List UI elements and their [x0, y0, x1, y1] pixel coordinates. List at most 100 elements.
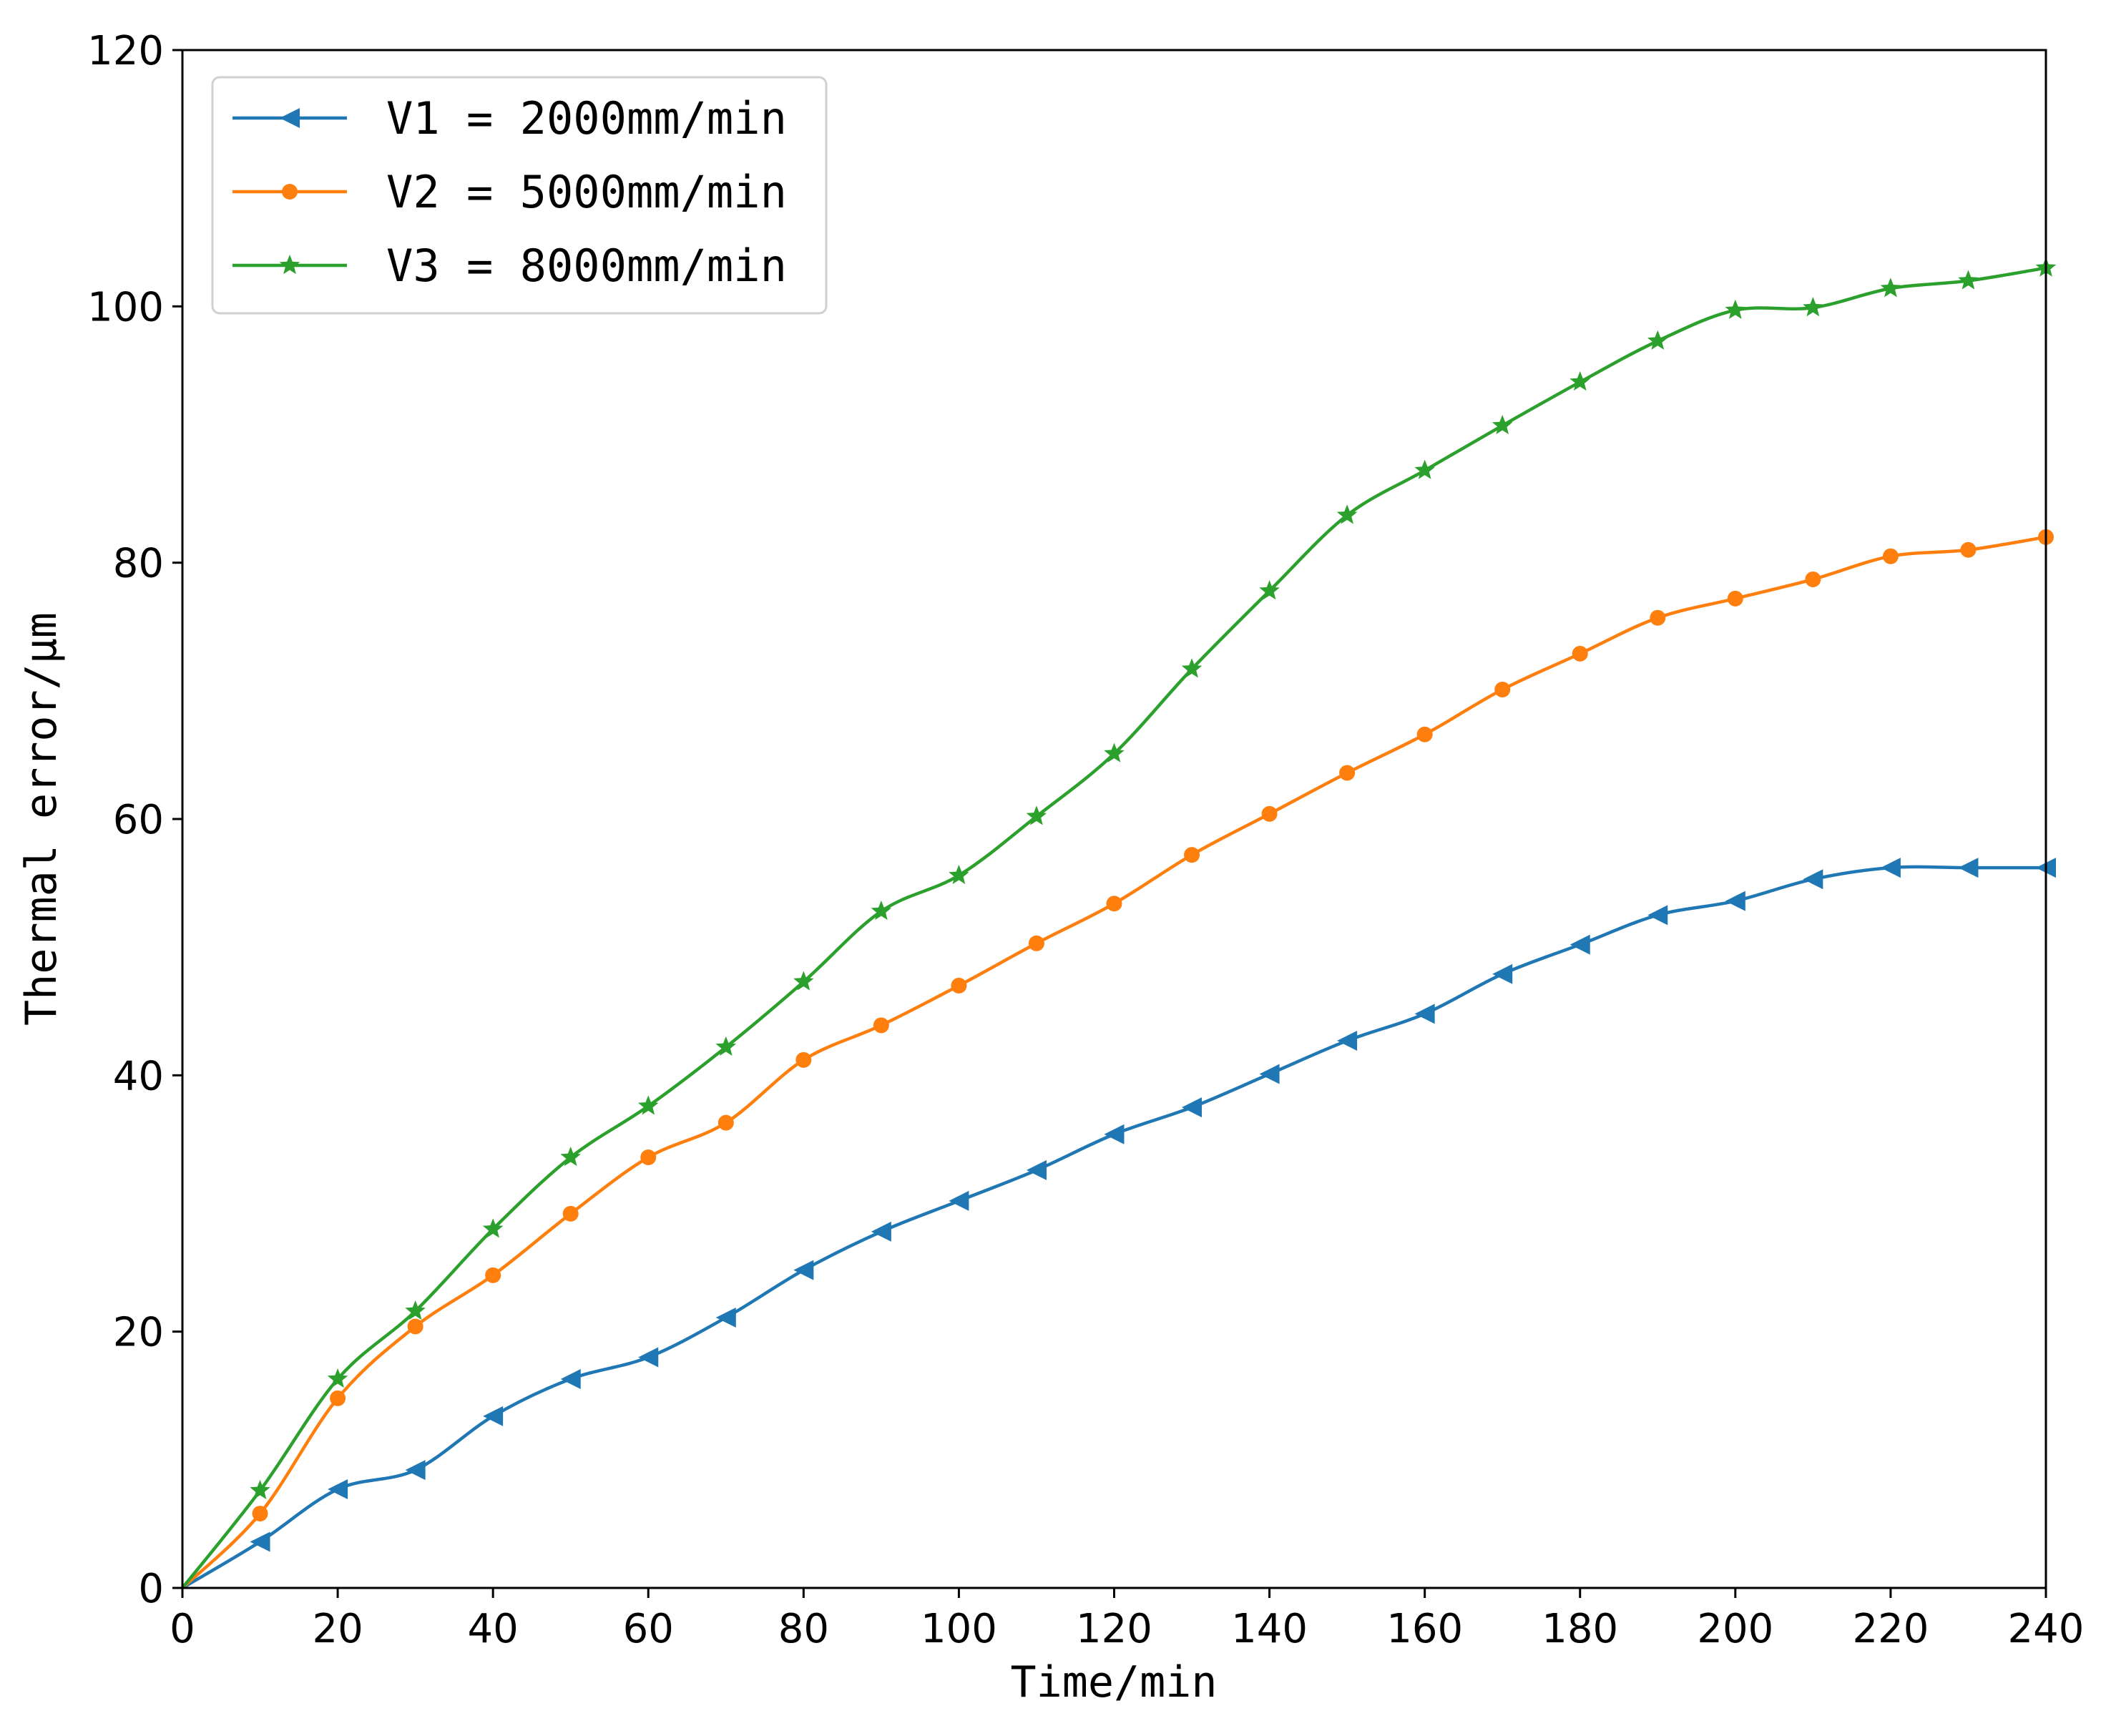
data-point-v3: [1803, 297, 1823, 317]
x-tick-label: 120: [1076, 1606, 1152, 1652]
legend-entry-v3: V3 = 8000mm/min: [232, 240, 787, 292]
data-point-v3: [1414, 459, 1435, 479]
legend-entry-v2: V2 = 5000mm/min: [232, 166, 787, 218]
x-axis-title: Time/min: [1011, 1657, 1218, 1707]
legend-label: V1 = 2000mm/min: [386, 92, 787, 144]
x-tick-label: 0: [170, 1606, 195, 1652]
legend: V1 = 2000mm/min V2 = 5000mm/min V3 = 8000m…: [211, 76, 828, 315]
data-point-v1: [871, 1221, 891, 1242]
x-tick-label: 20: [312, 1606, 363, 1652]
legend-label: V3 = 8000mm/min: [386, 240, 787, 292]
data-point-v1: [1647, 905, 1668, 926]
data-point-v1: [483, 1406, 504, 1426]
series-line-v2: [180, 535, 2048, 1590]
data-point-v3: [1181, 658, 1203, 678]
data-point-v3: [1569, 371, 1591, 391]
data-point-v3: [715, 1036, 737, 1056]
x-axis: 0 20 40 60 80 100 120 140 160 180 200 220 240: [170, 1588, 2084, 1652]
data-point-v2: [1960, 541, 1977, 558]
data-point-v2: [1261, 805, 1278, 822]
data-point-v1: [715, 1307, 736, 1328]
legend-marker: [282, 184, 298, 200]
x-tick-label: 40: [468, 1606, 519, 1652]
series-v1: [180, 858, 2056, 1590]
data-point-v3: [949, 864, 969, 884]
data-point-v1: [1569, 934, 1590, 955]
y-tick-label: 0: [138, 1566, 164, 1612]
data-point-v3: [250, 1479, 270, 1499]
data-point-v3: [1336, 504, 1358, 524]
legend-entry-v1: V1 = 2000mm/min: [232, 92, 787, 144]
y-tick-label: 20: [113, 1310, 164, 1356]
data-point-v3: [871, 901, 892, 921]
data-point-v2: [717, 1114, 734, 1131]
data-point-v3: [405, 1300, 426, 1320]
x-tick-label: 160: [1386, 1606, 1463, 1652]
data-point-v2: [1805, 571, 1821, 587]
data-point-v1: [1958, 858, 1979, 878]
data-point-v2: [1339, 765, 1356, 781]
legend-marker: [279, 255, 300, 275]
legend-label: V2 = 5000mm/min: [386, 166, 787, 218]
data-point-v3: [1725, 299, 1746, 319]
data-point-v3: [1958, 270, 1979, 290]
data-point-v2: [1184, 847, 1200, 863]
data-point-v2: [1028, 935, 1044, 951]
data-point-v1: [1492, 963, 1513, 984]
data-point-v1: [250, 1531, 270, 1552]
data-point-v2: [330, 1390, 346, 1406]
data-point-v2: [795, 1051, 812, 1068]
y-tick-label: 80: [113, 541, 164, 587]
data-point-v2: [1416, 726, 1433, 742]
data-point-v1: [1880, 858, 1901, 878]
legend-marker: [280, 108, 300, 128]
data-point-v1: [1414, 1004, 1435, 1024]
data-point-v3: [1880, 278, 1901, 298]
data-point-v3: [1647, 330, 1668, 350]
data-point-v1: [1803, 869, 1823, 890]
data-point-v2: [562, 1205, 579, 1222]
data-point-v2: [407, 1318, 423, 1335]
data-point-v3: [793, 971, 814, 991]
x-tick-label: 140: [1231, 1606, 1308, 1652]
series-v2: [180, 529, 2054, 1590]
data-point-v1: [793, 1260, 814, 1280]
data-point-v2: [873, 1017, 889, 1034]
x-tick-label: 100: [921, 1606, 997, 1652]
y-axis-title: Thermal error/μm: [16, 612, 67, 1026]
data-point-v2: [1572, 645, 1588, 662]
data-point-v1: [1026, 1159, 1047, 1180]
x-tick-label: 220: [1852, 1606, 1929, 1652]
data-point-v2: [1650, 609, 1666, 626]
data-point-v2: [951, 977, 967, 994]
data-point-v1: [949, 1190, 969, 1211]
series-layer: [180, 257, 2057, 1590]
y-tick-label: 120: [87, 28, 164, 74]
y-tick-label: 100: [87, 284, 164, 330]
x-tick-label: 200: [1697, 1606, 1773, 1652]
data-point-v2: [1106, 896, 1122, 912]
data-point-v1: [1337, 1030, 1358, 1051]
x-tick-label: 60: [623, 1606, 674, 1652]
x-tick-label: 240: [2008, 1606, 2085, 1652]
y-tick-label: 60: [113, 797, 164, 843]
data-point-v3: [560, 1147, 581, 1167]
x-tick-label: 80: [778, 1606, 829, 1652]
data-point-v1: [638, 1347, 659, 1368]
x-tick-label: 180: [1542, 1606, 1618, 1652]
data-point-v3: [1026, 805, 1047, 825]
data-point-v1: [1259, 1064, 1280, 1084]
data-point-v1: [1104, 1124, 1125, 1144]
y-tick-label: 40: [113, 1053, 164, 1099]
data-point-v2: [1882, 548, 1899, 564]
data-point-v2: [1494, 682, 1511, 698]
data-point-v3: [1104, 742, 1125, 762]
data-point-v3: [327, 1368, 348, 1388]
data-point-v1: [1725, 891, 1745, 911]
data-point-v1: [328, 1479, 348, 1500]
legend-box: [211, 76, 828, 315]
data-point-v2: [1727, 590, 1743, 607]
data-point-v2: [485, 1267, 501, 1283]
data-point-v1: [1182, 1097, 1203, 1118]
